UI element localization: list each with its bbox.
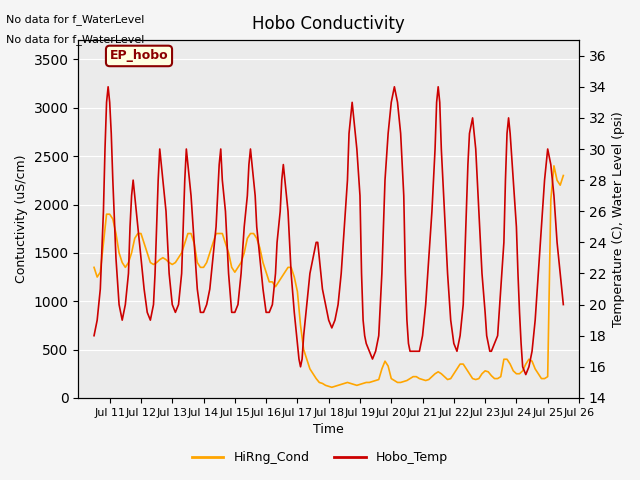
Legend: HiRng_Cond, Hobo_Temp: HiRng_Cond, Hobo_Temp bbox=[187, 446, 453, 469]
Text: EP_hobo: EP_hobo bbox=[109, 49, 168, 62]
Bar bbox=[79, 11, 579, 108]
Y-axis label: Temperature (C), Water Level (psi): Temperature (C), Water Level (psi) bbox=[612, 111, 625, 327]
Text: No data for f_WaterLevel: No data for f_WaterLevel bbox=[6, 34, 145, 45]
Y-axis label: Contuctivity (uS/cm): Contuctivity (uS/cm) bbox=[15, 155, 28, 283]
Bar bbox=[79, 301, 579, 398]
X-axis label: Time: Time bbox=[314, 423, 344, 436]
Text: No data for f_WaterLevel: No data for f_WaterLevel bbox=[6, 14, 145, 25]
Bar bbox=[79, 108, 579, 204]
Title: Hobo Conductivity: Hobo Conductivity bbox=[252, 15, 405, 33]
Bar bbox=[79, 204, 579, 301]
